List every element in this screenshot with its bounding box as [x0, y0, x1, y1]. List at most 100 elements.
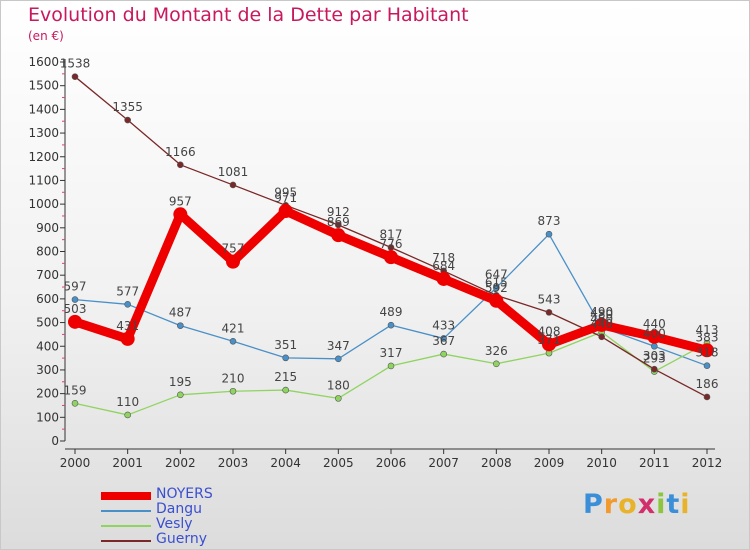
- data-label-dangu: 597: [64, 280, 87, 294]
- data-point-vesly: [440, 350, 447, 358]
- data-point-vesly: [493, 360, 500, 368]
- data-point-dangu: [177, 322, 184, 329]
- data-label-dangu: 487: [169, 306, 192, 320]
- data-point-noyers: [278, 203, 293, 218]
- data-label-dangu: 489: [380, 305, 403, 319]
- data-point-guerny: [177, 161, 184, 169]
- data-point-dangu: [703, 362, 711, 369]
- data-label-noyers: 776: [380, 237, 403, 251]
- y-tick-label: 300: [36, 363, 59, 377]
- data-point-noyers: [68, 314, 82, 329]
- legend-label-guerny: Guerny: [156, 531, 208, 547]
- data-label-guerny: 718: [432, 251, 455, 265]
- data-label-noyers: 971: [274, 191, 297, 205]
- logo-letter: o: [618, 489, 638, 520]
- legend-swatch-guerny: [101, 539, 151, 542]
- data-label-guerny: 995: [274, 185, 297, 199]
- chart-unit: (en €): [28, 29, 64, 43]
- data-label-vesly: 317: [380, 346, 403, 360]
- data-label-vesly: 195: [169, 375, 192, 389]
- data-point-guerny: [651, 365, 658, 373]
- data-point-vesly: [335, 395, 342, 402]
- data-point-noyers: [489, 293, 504, 308]
- data-label-vesly: 180: [327, 378, 350, 392]
- x-tick-label: 2002: [165, 456, 196, 470]
- x-tick-label: 2003: [218, 456, 249, 470]
- data-label-dangu: 647: [485, 268, 508, 282]
- data-label-guerny: 817: [380, 227, 403, 241]
- data-label-noyers: 869: [327, 215, 350, 229]
- data-point-noyers: [226, 254, 240, 269]
- data-label-dangu: 433: [432, 318, 455, 332]
- data-label-noyers: 757: [222, 242, 245, 256]
- x-tick-label: 2001: [112, 456, 143, 470]
- data-point-vesly: [124, 411, 131, 419]
- chart-title: Evolution du Montant de la Dette par Hab…: [28, 4, 469, 26]
- y-tick-label: 1300: [28, 126, 59, 140]
- data-point-dangu: [387, 321, 395, 329]
- y-tick-label: 1200: [28, 150, 59, 164]
- data-label-guerny: 1355: [112, 100, 143, 114]
- data-point-noyers: [594, 317, 609, 332]
- y-tick-label: 600: [36, 292, 59, 306]
- data-label-vesly: 210: [222, 371, 245, 385]
- data-point-dangu: [493, 284, 500, 292]
- data-point-dangu: [229, 337, 237, 345]
- x-tick-label: 2012: [692, 456, 723, 470]
- data-label-noyers: 592: [485, 281, 508, 295]
- data-point-noyers: [120, 331, 135, 346]
- x-tick-label: 2011: [639, 456, 670, 470]
- y-tick-label: 1100: [28, 173, 59, 187]
- data-point-guerny: [229, 181, 237, 189]
- data-point-dangu: [335, 355, 342, 363]
- data-label-dangu: 873: [538, 214, 561, 228]
- data-label-vesly: 215: [274, 370, 297, 384]
- data-point-noyers: [542, 337, 556, 352]
- data-point-guerny: [335, 221, 342, 229]
- x-tick-label: 2000: [60, 456, 91, 470]
- logo-letter: i: [656, 489, 667, 520]
- logo-letter: i: [680, 489, 691, 520]
- proxiti-logo: Proxiti: [583, 489, 691, 520]
- data-label-guerny: 1081: [218, 165, 249, 179]
- data-label-vesly: 326: [485, 344, 508, 358]
- x-tick-label: 2004: [270, 456, 301, 470]
- y-tick-label: 1400: [28, 102, 59, 116]
- data-point-noyers: [173, 207, 188, 222]
- x-tick-label: 2009: [534, 456, 565, 470]
- data-label-guerny: 912: [327, 205, 350, 219]
- legend-swatch-noyers: [101, 491, 151, 500]
- x-tick-label: 2005: [323, 456, 354, 470]
- y-tick-label: 1000: [28, 197, 59, 211]
- logo-letter: P: [583, 489, 604, 520]
- data-label-dangu: 318: [696, 346, 719, 360]
- x-tick-label: 2007: [428, 456, 459, 470]
- data-point-dangu: [124, 301, 131, 308]
- data-label-dangu: 577: [116, 284, 139, 298]
- data-point-noyers: [331, 228, 346, 243]
- y-tick-label: 400: [36, 339, 59, 353]
- data-point-vesly: [71, 400, 79, 407]
- data-point-guerny: [124, 116, 131, 124]
- y-tick-label: 700: [36, 268, 59, 282]
- data-point-dangu: [545, 230, 553, 238]
- data-point-vesly: [229, 387, 237, 395]
- data-label-guerny: 1538: [60, 57, 91, 71]
- data-label-vesly: 367: [432, 334, 455, 348]
- y-tick-label: 900: [36, 221, 59, 235]
- data-label-vesly: 293: [643, 352, 666, 366]
- legend-swatch-vesly: [101, 524, 151, 527]
- data-point-noyers: [384, 250, 398, 265]
- legend-label-vesly: Vesly: [156, 516, 193, 532]
- data-label-guerny: 440: [590, 317, 613, 331]
- data-point-dangu: [282, 354, 289, 362]
- legend-label-dangu: Dangu: [156, 501, 202, 517]
- data-label-noyers: 408: [538, 324, 561, 338]
- data-point-noyers: [436, 271, 451, 286]
- data-label-guerny: 186: [696, 377, 719, 391]
- data-label-dangu: 480: [590, 307, 613, 321]
- series-line-vesly: [74, 331, 708, 416]
- x-tick-label: 2008: [481, 456, 512, 470]
